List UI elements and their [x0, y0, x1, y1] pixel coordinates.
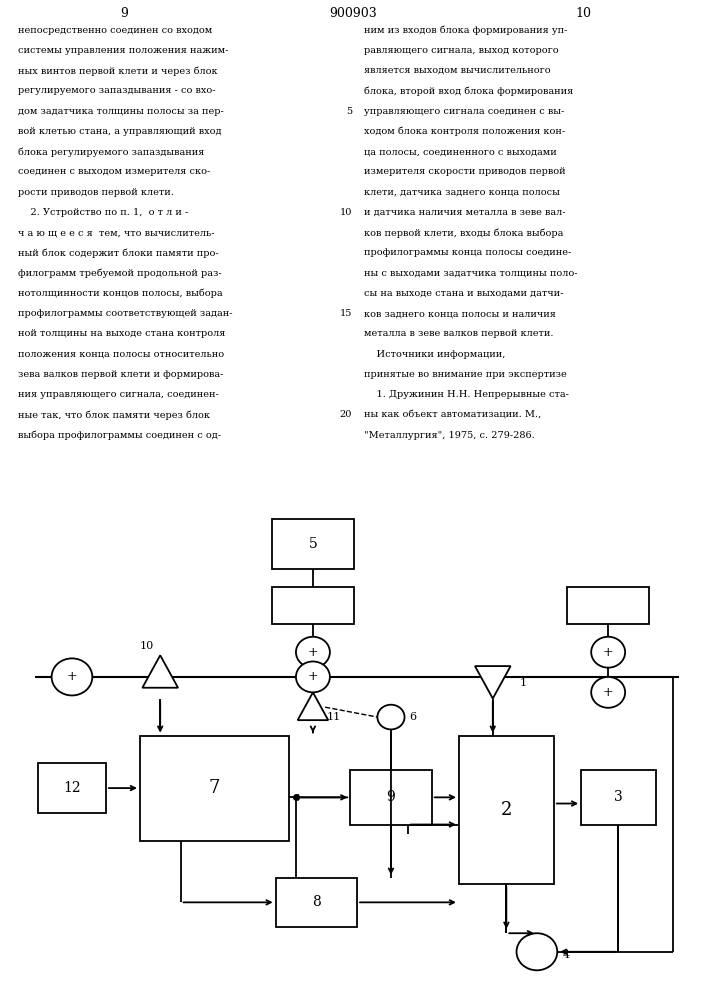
Bar [272, 587, 354, 624]
Text: 8: 8 [312, 895, 321, 909]
Polygon shape [142, 655, 178, 688]
Text: филограмм требуемой продольной раз-: филограмм требуемой продольной раз- [18, 269, 221, 278]
Circle shape [296, 637, 330, 668]
Bar [568, 587, 649, 624]
Circle shape [296, 661, 330, 692]
Text: является выходом вычислительного: является выходом вычислительного [364, 66, 551, 75]
Text: положения конца полосы относительно: положения конца полосы относительно [18, 350, 224, 359]
Text: зева валков первой клети и формирова-: зева валков первой клети и формирова- [18, 370, 223, 379]
Text: регулируемого запаздывания - со вхо-: регулируемого запаздывания - со вхо- [18, 86, 215, 95]
Circle shape [52, 658, 93, 695]
Bar [350, 770, 432, 825]
Text: ца полосы, соединенного с выходами: ца полосы, соединенного с выходами [364, 147, 557, 156]
Text: клети, датчика заднего конца полосы: клети, датчика заднего конца полосы [364, 188, 560, 197]
Text: 900903: 900903 [329, 7, 378, 20]
Polygon shape [298, 692, 328, 720]
Text: +: + [66, 670, 77, 683]
Text: +: + [603, 646, 614, 659]
Text: ков первой клети, входы блока выбора: ков первой клети, входы блока выбора [364, 228, 563, 238]
Text: ч а ю щ е е с я  тем, что вычислитель-: ч а ю щ е е с я тем, что вычислитель- [18, 228, 214, 237]
Text: ные так, что блок памяти через блок: ные так, что блок памяти через блок [18, 410, 210, 420]
Text: ним из входов блока формирования уп-: ним из входов блока формирования уп- [364, 26, 568, 35]
Text: +: + [308, 670, 318, 683]
Text: ков заднего конца полосы и наличия: ков заднего конца полосы и наличия [364, 309, 556, 318]
Text: дом задатчика толщины полосы за пер-: дом задатчика толщины полосы за пер- [18, 107, 223, 116]
Text: сы на выходе стана и выходами датчи-: сы на выходе стана и выходами датчи- [364, 289, 563, 298]
Text: ной толщины на выходе стана контроля: ной толщины на выходе стана контроля [18, 329, 225, 338]
Text: ны с выходами задатчика толщины поло-: ны с выходами задатчика толщины поло- [364, 269, 578, 278]
Circle shape [591, 677, 625, 708]
Text: 9: 9 [119, 7, 128, 20]
Circle shape [591, 637, 625, 668]
Bar [581, 770, 655, 825]
Text: равляющего сигнала, выход которого: равляющего сигнала, выход которого [364, 46, 559, 55]
Text: 10: 10 [575, 7, 591, 20]
Text: ния управляющего сигнала, соединен-: ния управляющего сигнала, соединен- [18, 390, 218, 399]
Text: 3: 3 [614, 790, 623, 804]
Text: 9: 9 [387, 790, 395, 804]
Text: профилограммы конца полосы соедине-: профилограммы конца полосы соедине- [364, 248, 571, 257]
Text: блока регулируемого запаздывания: блока регулируемого запаздывания [18, 147, 204, 157]
Text: 15: 15 [339, 309, 352, 318]
Text: рости приводов первой клети.: рости приводов первой клети. [18, 188, 173, 197]
Text: принятые во внимание при экспертизе: принятые во внимание при экспертизе [364, 370, 567, 379]
Text: металла в зеве валков первой клети.: металла в зеве валков первой клети. [364, 329, 554, 338]
Text: выбора профилограммы соединен с од-: выбора профилограммы соединен с од- [18, 430, 221, 440]
Text: профилограммы соответствующей задан-: профилограммы соответствующей задан- [18, 309, 232, 318]
Text: соединен с выходом измерителя ско-: соединен с выходом измерителя ско- [18, 167, 210, 176]
Text: системы управления положения нажим-: системы управления положения нажим- [18, 46, 228, 55]
Text: 7: 7 [209, 779, 220, 797]
Text: 10: 10 [139, 641, 153, 651]
Bar [38, 763, 106, 813]
Circle shape [378, 705, 404, 729]
Text: нотолщинности концов полосы, выбора: нотолщинности концов полосы, выбора [18, 289, 222, 298]
Text: вой клетью стана, а управляющий вход: вой клетью стана, а управляющий вход [18, 127, 221, 136]
Text: 2: 2 [501, 801, 512, 819]
Text: Источники информации,: Источники информации, [364, 350, 506, 359]
Text: 6: 6 [409, 712, 416, 722]
Text: 1: 1 [520, 678, 527, 688]
Text: непосредственно соединен со входом: непосредственно соединен со входом [18, 26, 212, 35]
Text: 10: 10 [339, 208, 352, 217]
Text: 11: 11 [327, 712, 341, 722]
Text: 5: 5 [346, 107, 352, 116]
Bar [140, 736, 289, 841]
Text: ных винтов первой клети и через блок: ных винтов первой клети и через блок [18, 66, 217, 76]
Circle shape [517, 933, 557, 970]
Text: +: + [603, 686, 614, 699]
Text: ны как объект автоматизации. М.,: ны как объект автоматизации. М., [364, 410, 542, 419]
Text: 4: 4 [562, 950, 569, 960]
Text: блока, второй вход блока формирования: блока, второй вход блока формирования [364, 86, 573, 96]
Text: ходом блока контроля положения кон-: ходом блока контроля положения кон- [364, 127, 565, 136]
Polygon shape [475, 666, 510, 699]
Bar [459, 736, 554, 884]
Text: ный блок содержит блоки памяти про-: ный блок содержит блоки памяти про- [18, 248, 218, 258]
Text: управляющего сигнала соединен с вы-: управляющего сигнала соединен с вы- [364, 107, 564, 116]
Text: измерителя скорости приводов первой: измерителя скорости приводов первой [364, 167, 566, 176]
Text: 2. Устройство по п. 1,  о т л и -: 2. Устройство по п. 1, о т л и - [18, 208, 188, 217]
Text: и датчика наличия металла в зеве вал-: и датчика наличия металла в зеве вал- [364, 208, 566, 217]
Text: "Металлургия", 1975, с. 279-286.: "Металлургия", 1975, с. 279-286. [364, 430, 535, 440]
Text: 20: 20 [339, 410, 352, 419]
Text: 12: 12 [63, 781, 81, 795]
Text: 1. Дружинин Н.Н. Непрерывные ста-: 1. Дружинин Н.Н. Непрерывные ста- [364, 390, 569, 399]
Text: +: + [308, 646, 318, 659]
Bar [272, 519, 354, 569]
Bar [276, 878, 357, 927]
Text: 5: 5 [308, 537, 317, 551]
